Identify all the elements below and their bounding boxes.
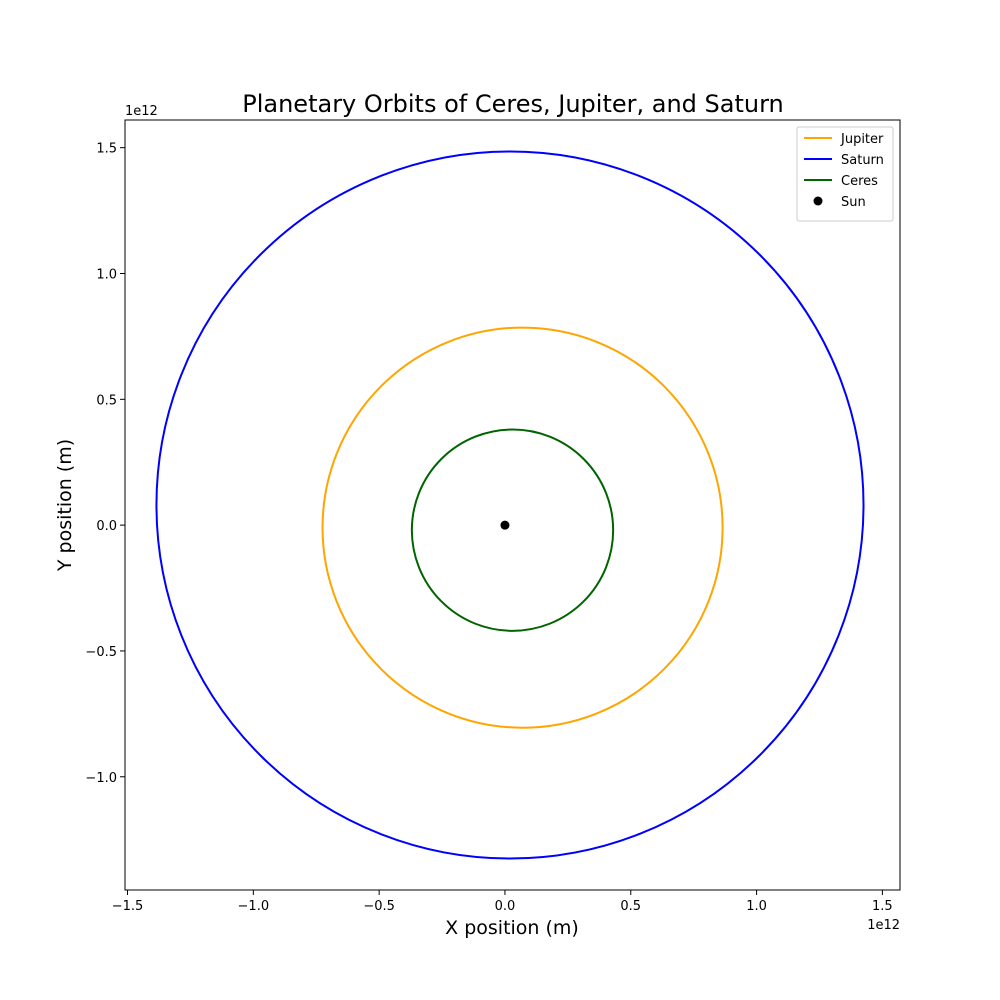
x-tick-label: −1.0: [238, 899, 270, 914]
y-axis-label: Y position (m): [54, 439, 76, 572]
chart-title: Planetary Orbits of Ceres, Jupiter, and …: [242, 90, 784, 118]
x-tick-label: −0.5: [363, 899, 395, 914]
x-axis: −1.5 −1.0 −0.5 0.0 0.5 1.0 1.5: [112, 890, 893, 914]
y-axis: −1.0 −0.5 0.0 0.5 1.0 1.5: [85, 142, 125, 786]
x-axis-label: X position (m): [445, 917, 579, 939]
point-sun: [500, 520, 510, 530]
y-tick-label: −1.0: [85, 771, 117, 786]
x-offset-label: 1e12: [867, 918, 900, 933]
y-tick-label: −0.5: [85, 645, 117, 660]
legend-label-jupiter: Jupiter: [840, 132, 884, 147]
legend-box: [796, 126, 894, 222]
y-tick-label: 0.5: [96, 393, 117, 408]
legend-label-ceres: Ceres: [841, 174, 878, 189]
orbit-saturn: [155, 150, 865, 860]
y-tick-label: 1.5: [96, 142, 117, 157]
x-tick-label: −1.5: [112, 899, 144, 914]
legend: Jupiter Saturn Ceres Sun: [796, 126, 894, 222]
x-tick-label: 0.5: [620, 899, 641, 914]
orbit-ceres: [410, 428, 615, 632]
legend-label-sun: Sun: [841, 195, 866, 210]
y-tick-label: 0.0: [96, 519, 117, 534]
orbit-jupiter: [321, 326, 724, 729]
x-tick-label: 1.5: [872, 899, 893, 914]
y-tick-label: 1.0: [96, 267, 117, 282]
legend-label-saturn: Saturn: [841, 153, 884, 168]
plot-frame: [124, 119, 901, 891]
x-tick-label: 0.0: [495, 899, 516, 914]
legend-swatch-sun: [813, 196, 823, 206]
x-tick-label: 1.0: [746, 899, 767, 914]
y-offset-label: 1e12: [125, 104, 158, 119]
